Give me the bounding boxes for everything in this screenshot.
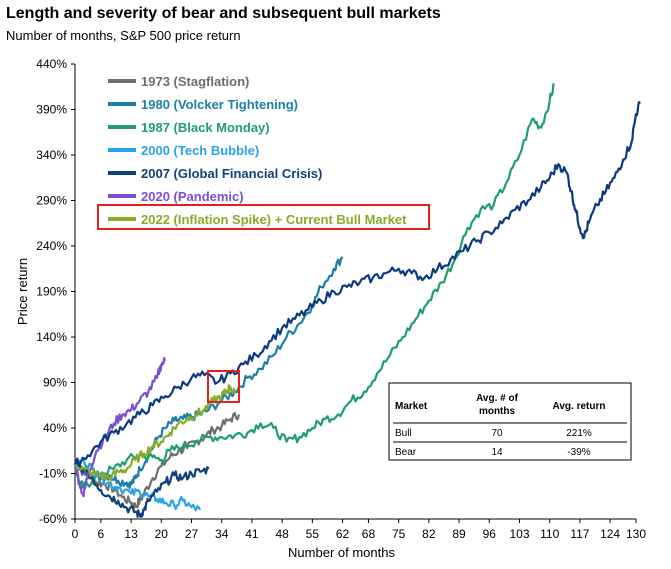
- series-line-1: [73, 256, 344, 490]
- y-tick-label: -10%: [39, 467, 67, 481]
- y-tick-label: 440%: [36, 57, 67, 71]
- x-tick-label: 48: [275, 527, 289, 541]
- x-tick-label: 27: [185, 527, 199, 541]
- legend-label-2: 1987 (Black Monday): [141, 120, 270, 135]
- legend-label-1: 1980 (Volcker Tightening): [141, 97, 298, 112]
- x-tick-label: 75: [392, 527, 406, 541]
- x-tick-label: 34: [215, 527, 229, 541]
- table-cell-months: 14: [491, 447, 503, 458]
- table-cell-return: 221%: [566, 428, 592, 439]
- x-axis-title: Number of months: [288, 545, 395, 560]
- series-line-6: [74, 384, 236, 482]
- x-tick-label: 89: [452, 527, 466, 541]
- y-tick-label: 140%: [36, 330, 67, 344]
- x-tick-label: 110: [540, 527, 559, 541]
- x-tick-label: 20: [155, 527, 169, 541]
- chart-axes: -60% -10% 40% 90% 140% 190% 240% 290% 340% 390% 44…: [15, 57, 646, 560]
- table-header-return: Avg. return: [553, 401, 606, 412]
- x-tick-label: 130: [626, 527, 646, 541]
- x-tick-label: 103: [509, 527, 529, 541]
- y-tick-label: 240%: [36, 239, 67, 253]
- legend-label-5: 2020 (Pandemic): [141, 189, 244, 204]
- x-tick-label: 117: [570, 527, 589, 541]
- legend-label-4: 2007 (Global Financial Crisis): [141, 166, 322, 181]
- series-line-3: [74, 456, 202, 512]
- y-tick-label: 290%: [36, 194, 67, 208]
- y-axis-title: Price return: [15, 258, 30, 325]
- y-tick-label: 390%: [36, 103, 67, 117]
- x-tick-label: 96: [483, 527, 497, 541]
- summary-table: Market Avg. # of months Avg. return Bull 70 22…: [388, 382, 632, 461]
- legend-label-0: 1973 (Stagflation): [141, 74, 249, 89]
- x-tick-label: 55: [306, 527, 320, 541]
- x-tick-label: 124: [600, 527, 620, 541]
- y-tick-label: 90%: [43, 376, 67, 390]
- table-cell-market: Bull: [395, 428, 412, 439]
- legend-label-3: 2000 (Tech Bubble): [141, 143, 259, 158]
- table-header-market: Market: [395, 401, 428, 412]
- chart-title: Length and severity of bear and subseque…: [6, 5, 441, 22]
- x-tick-label: 68: [362, 527, 376, 541]
- series-line-0: [74, 411, 241, 510]
- x-tick-label: 6: [98, 527, 105, 541]
- table-cell-market: Bear: [395, 447, 417, 458]
- chart-subtitle: Number of months, S&P 500 price return: [6, 28, 241, 43]
- chart-series-group: [73, 83, 641, 518]
- table-cell-return: -39%: [567, 447, 590, 458]
- x-tick-label: 62: [336, 527, 350, 541]
- current-position-highlight-box: [207, 370, 240, 403]
- highlight-markers: [97, 204, 430, 403]
- legend-label-6: 2022 (Inflation Spike) + Current Bull Ma…: [141, 212, 407, 227]
- x-tick-label: 82: [422, 527, 436, 541]
- y-tick-label: 190%: [36, 285, 67, 299]
- x-tick-label: 41: [245, 527, 259, 541]
- chart-legend: 1973 (Stagflation) 1980 (Volcker Tighteni…: [108, 74, 407, 227]
- x-tick-label: 13: [124, 527, 138, 541]
- table-cell-months: 70: [491, 428, 503, 439]
- legend-highlight-box: [97, 204, 430, 230]
- table-header-months-line2: months: [479, 406, 516, 417]
- y-tick-label: -60%: [39, 512, 67, 526]
- table-header-months-line1: Avg. # of: [476, 393, 519, 404]
- table-frame: [388, 382, 632, 461]
- x-tick-label: 0: [72, 527, 79, 541]
- series-line-4: [74, 461, 210, 518]
- series-line-5: [73, 356, 166, 498]
- series-line-7: [73, 101, 641, 467]
- y-tick-label: 40%: [43, 421, 67, 435]
- y-tick-label: 340%: [36, 148, 67, 162]
